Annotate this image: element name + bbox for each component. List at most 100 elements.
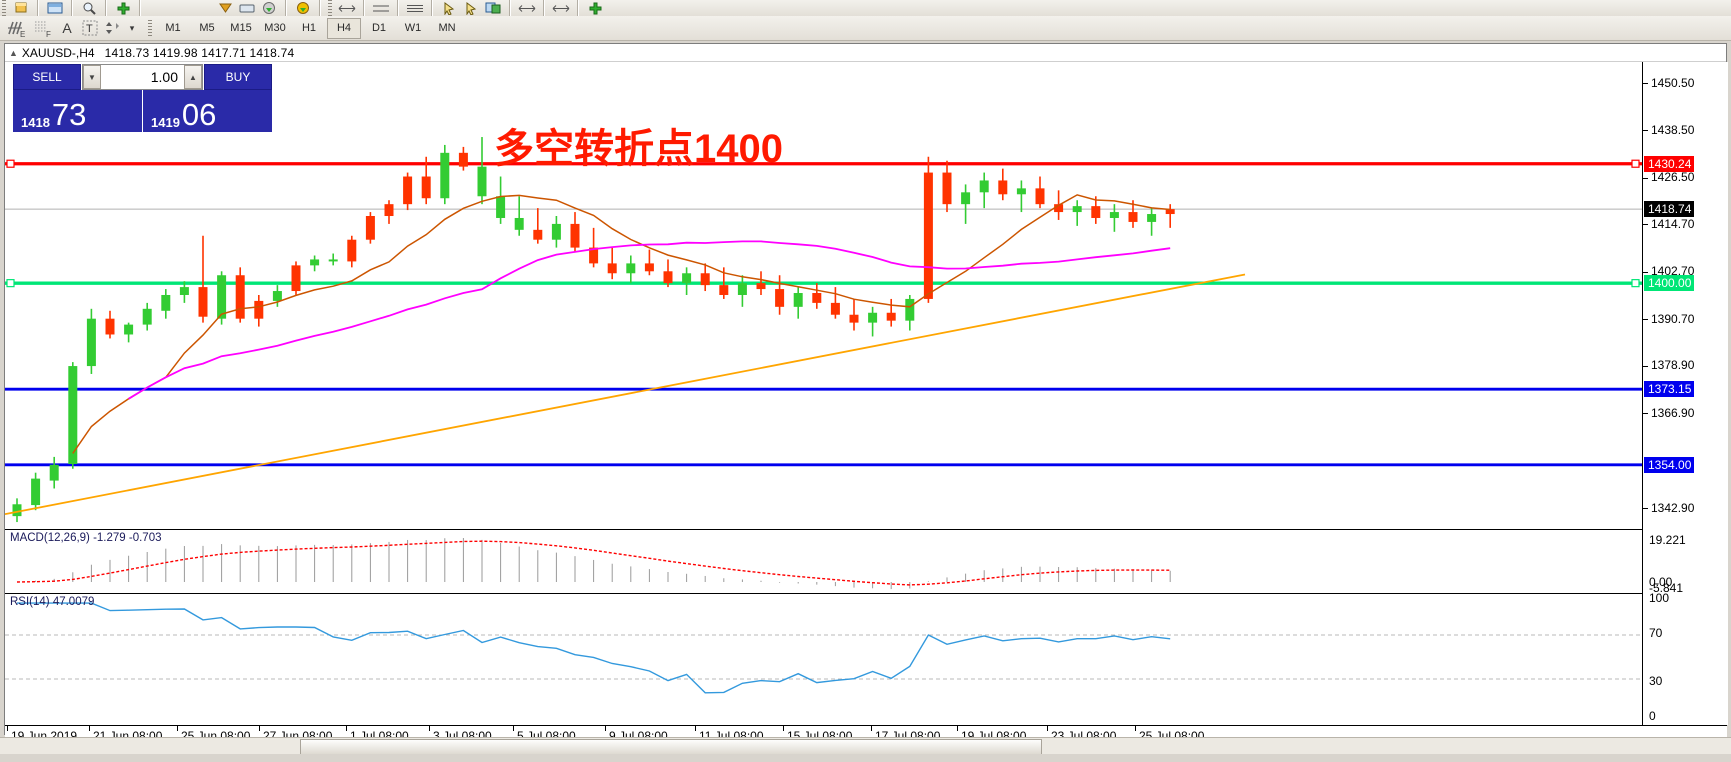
new-chart-icon[interactable] — [12, 0, 30, 17]
timeframe-m1[interactable]: M1 — [165, 22, 181, 34]
toolbar-grip[interactable] — [2, 0, 6, 16]
terminal-icon[interactable] — [238, 0, 256, 17]
fibo-tool-icon[interactable] — [406, 0, 424, 17]
svg-text:F: F — [46, 30, 51, 38]
volume-decrement-button[interactable]: ▼ — [83, 65, 101, 89]
timeframe-m30[interactable]: M30 — [264, 22, 286, 34]
timeframe-m5[interactable]: M5 — [199, 22, 215, 34]
price-label-resistance-line[interactable]: 1430.24 — [1644, 155, 1695, 172]
timeframe-h1[interactable]: H1 — [301, 22, 317, 34]
rsi-tick: 70 — [1649, 626, 1663, 641]
triangle-up-icon[interactable]: ▲ — [9, 47, 18, 58]
candle — [700, 263, 710, 292]
price-tick: 1426.50 — [1643, 170, 1694, 184]
trendline-support[interactable] — [5, 273, 1246, 516]
cursor-icon[interactable] — [440, 0, 458, 17]
candle — [1165, 204, 1175, 228]
toolbar-separator — [363, 0, 365, 17]
resistance-line-1430-handle[interactable] — [6, 159, 15, 168]
line-tool-icon[interactable] — [338, 0, 356, 17]
market-watch-icon[interactable] — [294, 0, 312, 17]
buy-button[interactable]: BUY — [204, 64, 272, 90]
expert-advisor-icon[interactable] — [216, 0, 234, 17]
text-label-tool-icon[interactable]: T — [80, 19, 100, 37]
chart-symbol-label: XAUUSD-,H4 — [21, 45, 95, 60]
trade-controls-row[interactable]: SELL ▼ 1.00 ▲ BUY — [13, 64, 272, 90]
timeframe-h4[interactable]: H4 — [327, 17, 361, 39]
sell-price-display[interactable]: 1418 73 — [13, 90, 142, 132]
zoom-icon[interactable] — [80, 0, 98, 17]
timeframe-toolbar-grip[interactable] — [148, 20, 152, 36]
toolbar-separator — [577, 0, 579, 17]
candle — [68, 362, 78, 469]
toolbar-separator — [71, 0, 73, 17]
price-label-support-line[interactable]: 1354.00 — [1644, 456, 1695, 473]
line-studies-toolbar[interactable]: E F A T ▾ M1 M5 M15 M30 H1 H4 D — [0, 16, 1731, 41]
zoom-out-icon[interactable] — [552, 0, 570, 17]
toolbar-grip-2[interactable] — [328, 0, 332, 16]
fibonacci-grid-icon[interactable]: F — [32, 19, 54, 38]
candle — [607, 247, 617, 280]
rsi-line — [17, 602, 1171, 694]
price-candlestick-canvas[interactable] — [5, 62, 1642, 526]
rsi-canvas — [5, 602, 1642, 694]
chart-horizontal-scrollbar[interactable] — [0, 737, 1731, 755]
candle — [942, 160, 952, 213]
price-label-current-price[interactable]: 1418.74 — [1644, 201, 1695, 218]
timeframe-w1[interactable]: W1 — [404, 22, 422, 34]
support-line-1400-handle[interactable] — [6, 279, 15, 288]
volume-stepper[interactable]: ▼ 1.00 ▲ — [82, 64, 203, 90]
ma-slow-line — [128, 240, 1171, 400]
add-indicator-icon[interactable] — [114, 0, 132, 17]
navigator-icon[interactable] — [260, 0, 278, 17]
chart-annotation-text[interactable]: 多空转折点1400 — [494, 127, 783, 171]
sell-button[interactable]: SELL — [13, 64, 81, 90]
macd-plot[interactable]: MACD(12,26,9) -1.279 -0.703 — [5, 529, 1642, 592]
toolbar-separator — [37, 0, 39, 17]
resistance-line-1430-handle-right[interactable] — [1631, 159, 1640, 168]
channel-tool-icon[interactable] — [372, 0, 390, 17]
autoscroll-icon[interactable] — [586, 0, 604, 17]
price-label-support-line[interactable]: 1400.00 — [1644, 275, 1695, 292]
candle — [440, 144, 450, 205]
candle — [254, 294, 264, 327]
candle — [198, 235, 208, 323]
buy-price-display[interactable]: 1419 06 — [143, 90, 272, 132]
volume-increment-button[interactable]: ▲ — [184, 65, 202, 89]
candle — [217, 271, 227, 325]
price-label-support-line[interactable]: 1373.15 — [1644, 381, 1695, 398]
profiles-icon[interactable] — [46, 0, 64, 17]
time-tick-mark — [7, 726, 8, 731]
price-tick: 1450.50 — [1643, 76, 1694, 90]
main-toolbar[interactable] — [0, 0, 1731, 17]
timeframe-mn[interactable]: MN — [438, 22, 456, 34]
timeframe-d1[interactable]: D1 — [371, 22, 387, 34]
rsi-plot[interactable]: RSI(14) 47.0079 — [5, 593, 1642, 726]
text-label-icon[interactable] — [484, 0, 502, 17]
candle — [105, 310, 115, 339]
timeframe-group[interactable]: M1 M5 M15 M30 H1 H4 D1 W1 MN — [156, 17, 464, 39]
one-click-trading-panel[interactable]: SELL ▼ 1.00 ▲ BUY 1418 73 1419 06 — [13, 64, 272, 132]
candle — [421, 156, 431, 205]
crosshair-icon[interactable] — [462, 0, 480, 17]
candle — [161, 289, 171, 319]
chevron-down-icon[interactable]: ▾ — [129, 22, 135, 33]
candle — [793, 287, 803, 319]
trade-prices-row[interactable]: 1418 73 1419 06 — [13, 90, 272, 132]
timeframe-m15[interactable]: M15 — [230, 22, 252, 34]
elliott-wave-icon[interactable]: E — [6, 19, 28, 38]
candle — [682, 267, 692, 295]
toolbar-separator — [509, 0, 511, 17]
support-line-1400-handle-right[interactable] — [1631, 279, 1640, 288]
candle — [589, 227, 599, 268]
price-plot[interactable] — [5, 62, 1642, 526]
volume-value[interactable]: 1.00 — [150, 69, 178, 85]
toolbar-separator — [319, 0, 321, 17]
candle — [328, 253, 338, 266]
zoom-in-icon[interactable] — [518, 0, 536, 17]
toolbar-separator — [543, 0, 545, 17]
arrows-tool-icon[interactable] — [104, 19, 122, 37]
scrollbar-thumb[interactable] — [300, 739, 1042, 755]
text-tool-icon[interactable]: A — [62, 20, 72, 36]
price-scale[interactable]: 1450.50 1438.50 1426.50 1414.70 1402.70 1390.… — [1642, 62, 1728, 725]
